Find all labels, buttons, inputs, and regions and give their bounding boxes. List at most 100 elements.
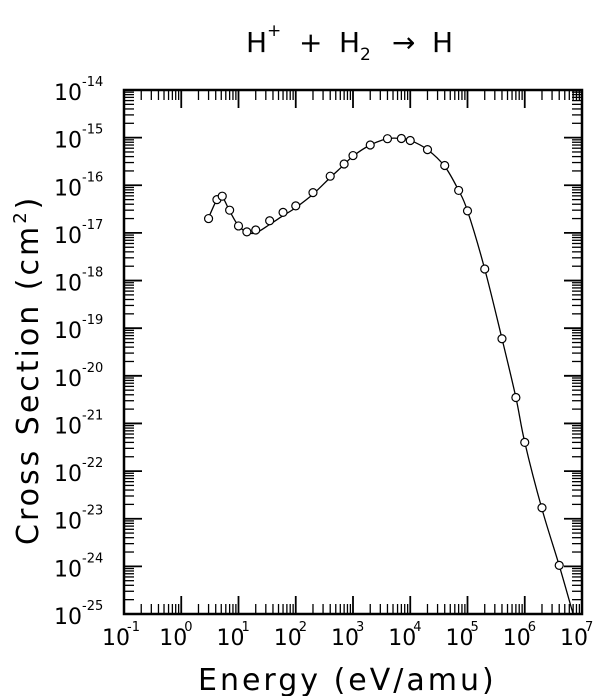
y-tick-label: 10 -21 xyxy=(54,408,103,439)
data-points xyxy=(203,133,564,570)
x-tick-label-base: 10 xyxy=(560,626,588,651)
data-point xyxy=(265,216,275,226)
y-tick-label: 10 -25 xyxy=(54,599,103,630)
data-point xyxy=(348,150,358,161)
y-tick-label-base: 10 xyxy=(54,224,82,249)
x-tick-label: 102 xyxy=(274,620,307,651)
data-point xyxy=(242,227,252,237)
x-tick-label-exp: 5 xyxy=(471,620,479,635)
y-tick-label: 10 -14 xyxy=(54,75,103,106)
y-tick-label-base: 10 xyxy=(54,319,82,344)
x-tick-label-exp: 1 xyxy=(242,620,250,635)
y-tick-label-base: 10 xyxy=(54,367,82,392)
series-curve xyxy=(208,137,574,615)
data-point xyxy=(537,503,547,513)
data-point xyxy=(217,191,227,201)
data-point xyxy=(203,213,214,224)
title-h2-sub: 2 xyxy=(360,45,371,65)
y-tick-label: 10 -18 xyxy=(54,266,103,297)
title-h-sup: + xyxy=(267,21,281,41)
x-tick-label-base: 10 xyxy=(274,626,302,651)
y-tick-label: 10 -19 xyxy=(54,313,103,344)
data-point xyxy=(278,207,288,217)
data-point xyxy=(405,135,415,146)
y-tick-label-exp: -21 xyxy=(82,408,103,423)
x-tick-label: 100 xyxy=(159,620,192,651)
x-tick-label: 107 xyxy=(560,620,593,651)
y-axis-label-sup: 2 xyxy=(10,209,31,223)
y-tick-label-base: 10 xyxy=(54,81,82,106)
y-tick-label-exp: -24 xyxy=(82,551,103,566)
y-tick-label-base: 10 xyxy=(54,272,82,297)
y-axis-label-text: Cross Section (cm xyxy=(11,224,46,545)
y-tick-labels: 10-1410-1510-1610-1710-1810-1910-2010-21… xyxy=(54,75,103,630)
minor-ticks xyxy=(124,90,582,614)
x-tick-label-base: 10 xyxy=(331,626,359,651)
x-tick-label-base: 10 xyxy=(388,626,416,651)
x-tick-label-base: 10 xyxy=(217,626,245,651)
title-h: H xyxy=(246,26,267,59)
x-tick-label: 106 xyxy=(503,620,536,651)
y-tick-label-exp: -15 xyxy=(82,123,103,138)
data-point xyxy=(554,560,564,570)
data-point xyxy=(233,221,244,231)
y-tick-label: 10 -23 xyxy=(54,504,103,535)
data-point xyxy=(325,171,335,181)
data-point xyxy=(462,206,473,216)
data-point xyxy=(365,140,375,150)
title-plus: + xyxy=(299,26,322,59)
x-tick-label-base: 10 xyxy=(503,626,531,651)
data-point xyxy=(396,133,406,144)
y-tick-label-base: 10 xyxy=(54,129,82,154)
x-tick-label-exp: 0 xyxy=(184,620,192,635)
title-product: H xyxy=(432,26,453,59)
chart-title: H + + H 2 → H xyxy=(246,21,453,65)
y-tick-label: 10 -16 xyxy=(54,170,103,201)
y-tick-label: 10 -22 xyxy=(54,456,103,487)
data-point xyxy=(382,134,393,144)
x-tick-label-base: 10 xyxy=(102,626,130,651)
data-point xyxy=(225,205,235,215)
y-axis-label-close: ) xyxy=(11,195,46,210)
data-point xyxy=(520,437,530,448)
data-point xyxy=(511,392,521,403)
x-tick-label: 101 xyxy=(217,620,250,651)
x-tick-label-exp: 7 xyxy=(585,620,593,635)
y-tick-label: 10 -24 xyxy=(54,551,103,582)
x-tick-label-exp: 4 xyxy=(413,620,421,635)
y-tick-label-exp: -19 xyxy=(82,313,103,328)
data-point xyxy=(291,201,301,211)
x-tick-label-exp: 6 xyxy=(528,620,536,635)
y-axis-label: Cross Section (cm2) xyxy=(10,195,46,545)
y-tick-label-base: 10 xyxy=(54,557,82,582)
x-tick-labels: 10-1 100 101 102 103 104 105 106 107 xyxy=(102,620,593,651)
title-h2: H xyxy=(339,26,360,59)
y-tick-label: 10 -20 xyxy=(54,361,103,392)
y-tick-label-base: 10 xyxy=(54,176,82,201)
x-tick-label: 104 xyxy=(388,620,421,651)
y-tick-label-exp: -20 xyxy=(82,361,103,376)
x-axis-label: Energy (eV/amu) xyxy=(198,663,497,696)
title-arrow: → xyxy=(392,26,415,59)
y-tick-label-base: 10 xyxy=(54,414,82,439)
x-tick-label-base: 10 xyxy=(446,626,474,651)
plot-frame xyxy=(122,88,584,616)
y-tick-label: 10 -15 xyxy=(54,123,103,154)
x-tick-label-exp: 3 xyxy=(356,620,364,635)
svg-text:Cross Section (cm2): Cross Section (cm2) xyxy=(10,195,46,545)
x-tick-label-exp: -1 xyxy=(127,620,140,635)
x-tick-label: 103 xyxy=(331,620,364,651)
x-tick-label-exp: 2 xyxy=(299,620,307,635)
data-point xyxy=(440,160,450,171)
x-tick-label-base: 10 xyxy=(159,626,187,651)
y-tick-label-base: 10 xyxy=(54,510,82,535)
data-point xyxy=(454,185,464,196)
y-tick-label-exp: -16 xyxy=(82,170,103,185)
x-tick-label: 105 xyxy=(446,620,479,651)
y-tick-label-exp: -22 xyxy=(82,456,103,471)
y-tick-label-base: 10 xyxy=(54,605,82,630)
y-tick-label-exp: -14 xyxy=(82,75,103,90)
x-tick-label: 10-1 xyxy=(102,620,140,651)
data-point xyxy=(480,264,490,274)
